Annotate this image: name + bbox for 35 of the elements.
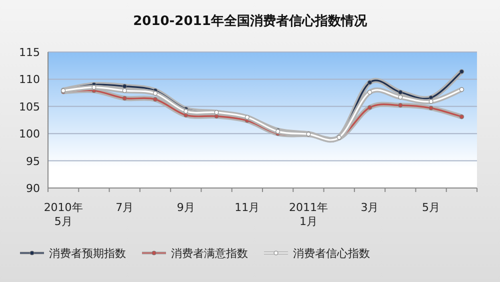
point	[398, 90, 403, 95]
point	[459, 114, 464, 119]
legend-label: 消费者满意指数	[171, 247, 248, 260]
point	[153, 97, 158, 102]
point	[398, 94, 403, 100]
x-tick-label: 2011年 1月	[288, 201, 328, 228]
point	[122, 84, 127, 89]
point	[184, 109, 188, 114]
x-tick-label: 3月	[360, 201, 379, 214]
point	[122, 88, 127, 93]
x-tick-label: 2010年 5月	[44, 201, 83, 228]
x-tick-label: 7月	[116, 201, 134, 214]
y-tick-label: 90	[26, 182, 40, 195]
point	[368, 80, 372, 85]
x-tick-label: 11月	[234, 201, 260, 214]
point	[153, 91, 158, 96]
y-tick-label: 100	[19, 128, 40, 141]
y-tick-label: 95	[26, 154, 40, 168]
legend-label: 消费者信心指数	[293, 247, 370, 260]
point	[92, 85, 96, 90]
point	[368, 90, 372, 95]
legend-label: 消费者预期指数	[49, 247, 126, 260]
point	[428, 106, 434, 110]
point	[122, 96, 127, 100]
x-tick-label: 5月	[422, 201, 440, 214]
point	[459, 69, 464, 74]
point	[428, 99, 434, 104]
y-tick-label: 110	[19, 73, 40, 86]
x-tick-label: 9月	[176, 201, 195, 214]
point	[368, 105, 372, 110]
y-tick-label: 105	[19, 100, 40, 114]
y-tick-label: 115	[19, 46, 40, 59]
point	[398, 103, 403, 108]
point	[459, 87, 464, 92]
chart-title: 2010-2011年全国消费者信心指数情况	[133, 13, 368, 29]
